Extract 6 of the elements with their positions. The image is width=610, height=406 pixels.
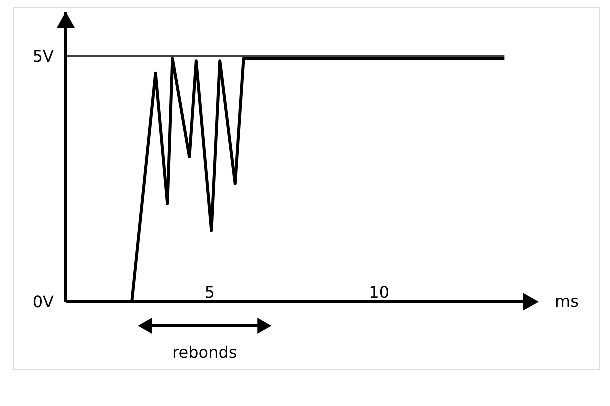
text: rebonds	[172, 343, 238, 362]
x-tick-label: 5	[204, 283, 216, 302]
x-tick-label: 10	[369, 283, 390, 302]
y-tick-label: 0V	[32, 292, 54, 312]
x-axis-title: ms	[555, 292, 579, 311]
y-tick-label: 5V	[32, 46, 54, 66]
